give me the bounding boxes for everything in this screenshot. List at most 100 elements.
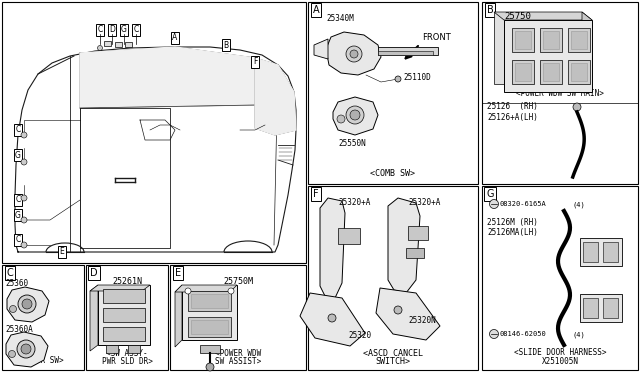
Polygon shape bbox=[314, 39, 328, 59]
Text: 25320N: 25320N bbox=[408, 316, 436, 325]
Text: F: F bbox=[313, 189, 319, 199]
Circle shape bbox=[17, 340, 35, 358]
Text: 25320+A: 25320+A bbox=[338, 198, 371, 207]
Circle shape bbox=[18, 295, 36, 313]
Text: 25360A: 25360A bbox=[5, 325, 33, 334]
Polygon shape bbox=[175, 285, 182, 347]
Bar bbox=[568, 60, 590, 84]
Text: B: B bbox=[486, 5, 493, 15]
Polygon shape bbox=[255, 58, 296, 135]
Bar bbox=[308, 186, 478, 370]
Circle shape bbox=[394, 306, 402, 314]
Polygon shape bbox=[320, 198, 345, 298]
Polygon shape bbox=[80, 47, 255, 108]
Polygon shape bbox=[388, 198, 420, 293]
Circle shape bbox=[350, 110, 360, 120]
Bar bbox=[512, 60, 534, 84]
Circle shape bbox=[328, 314, 336, 322]
Bar bbox=[603, 298, 618, 318]
Polygon shape bbox=[90, 285, 150, 291]
Bar bbox=[515, 31, 531, 49]
Circle shape bbox=[350, 50, 358, 58]
Text: 25320: 25320 bbox=[348, 331, 371, 340]
Circle shape bbox=[337, 115, 345, 123]
Polygon shape bbox=[90, 285, 98, 351]
Bar bbox=[128, 345, 140, 353]
Bar bbox=[182, 285, 237, 340]
Circle shape bbox=[573, 103, 581, 111]
Bar bbox=[86, 265, 168, 370]
Bar bbox=[583, 242, 598, 262]
Bar bbox=[406, 248, 424, 258]
Circle shape bbox=[490, 199, 499, 208]
Polygon shape bbox=[300, 293, 365, 346]
Text: 25110D: 25110D bbox=[403, 73, 431, 81]
Text: C: C bbox=[15, 235, 20, 244]
Text: <POWER WDW: <POWER WDW bbox=[215, 349, 261, 358]
Text: A: A bbox=[313, 5, 319, 15]
Text: C: C bbox=[6, 268, 13, 278]
Bar bbox=[482, 186, 638, 370]
Bar bbox=[603, 242, 618, 262]
Text: C: C bbox=[97, 26, 102, 35]
Polygon shape bbox=[494, 12, 592, 20]
Circle shape bbox=[395, 76, 401, 82]
Text: G: G bbox=[121, 26, 127, 35]
Text: <DOOR SW>: <DOOR SW> bbox=[22, 356, 64, 365]
Text: G: G bbox=[486, 189, 493, 199]
Bar bbox=[200, 345, 220, 353]
Bar bbox=[103, 289, 145, 303]
Text: 08146-62050: 08146-62050 bbox=[500, 331, 547, 337]
Text: F: F bbox=[253, 58, 257, 67]
Bar bbox=[504, 20, 592, 92]
Bar bbox=[482, 2, 638, 184]
Bar bbox=[2, 2, 306, 263]
Text: <SLIDE DOOR HARNESS>: <SLIDE DOOR HARNESS> bbox=[514, 348, 606, 357]
Bar bbox=[540, 60, 562, 84]
Polygon shape bbox=[333, 97, 378, 135]
Polygon shape bbox=[582, 12, 592, 92]
Bar bbox=[571, 31, 587, 49]
Bar bbox=[540, 28, 562, 52]
Text: 25126M (RH): 25126M (RH) bbox=[487, 218, 538, 227]
Circle shape bbox=[21, 159, 27, 165]
Bar bbox=[104, 41, 111, 46]
Text: D: D bbox=[90, 268, 98, 278]
Text: 25320+A: 25320+A bbox=[408, 198, 440, 207]
Text: 25550N: 25550N bbox=[338, 139, 365, 148]
Polygon shape bbox=[326, 32, 381, 75]
Text: <SW ASSY-: <SW ASSY- bbox=[106, 349, 148, 358]
Polygon shape bbox=[7, 287, 49, 322]
Bar bbox=[408, 226, 428, 240]
Bar bbox=[191, 294, 228, 308]
Text: (4): (4) bbox=[572, 331, 585, 337]
Bar bbox=[191, 320, 228, 334]
Text: G: G bbox=[15, 151, 21, 160]
Text: 25340M: 25340M bbox=[326, 14, 354, 23]
Text: X251005N: X251005N bbox=[541, 357, 579, 366]
Text: G: G bbox=[15, 211, 21, 219]
Bar bbox=[378, 47, 438, 55]
Circle shape bbox=[228, 288, 234, 294]
Bar bbox=[494, 12, 582, 84]
Circle shape bbox=[185, 288, 191, 294]
Text: B: B bbox=[223, 41, 228, 49]
Bar bbox=[580, 294, 622, 322]
Circle shape bbox=[22, 299, 32, 309]
Text: <COMB SW>: <COMB SW> bbox=[371, 169, 415, 178]
Text: C: C bbox=[15, 196, 20, 205]
Bar bbox=[515, 63, 531, 81]
Text: C: C bbox=[133, 26, 139, 35]
Bar bbox=[125, 42, 132, 47]
Circle shape bbox=[206, 363, 214, 371]
Circle shape bbox=[21, 217, 27, 223]
Text: (4): (4) bbox=[572, 201, 585, 208]
Circle shape bbox=[346, 106, 364, 124]
Bar bbox=[543, 63, 559, 81]
Bar bbox=[308, 2, 478, 184]
Bar bbox=[115, 42, 122, 47]
Text: 25126MA(LH): 25126MA(LH) bbox=[487, 228, 538, 237]
Bar bbox=[103, 327, 145, 341]
Bar bbox=[188, 291, 231, 311]
Text: <POWER WDW SW MAIN>: <POWER WDW SW MAIN> bbox=[516, 89, 604, 98]
